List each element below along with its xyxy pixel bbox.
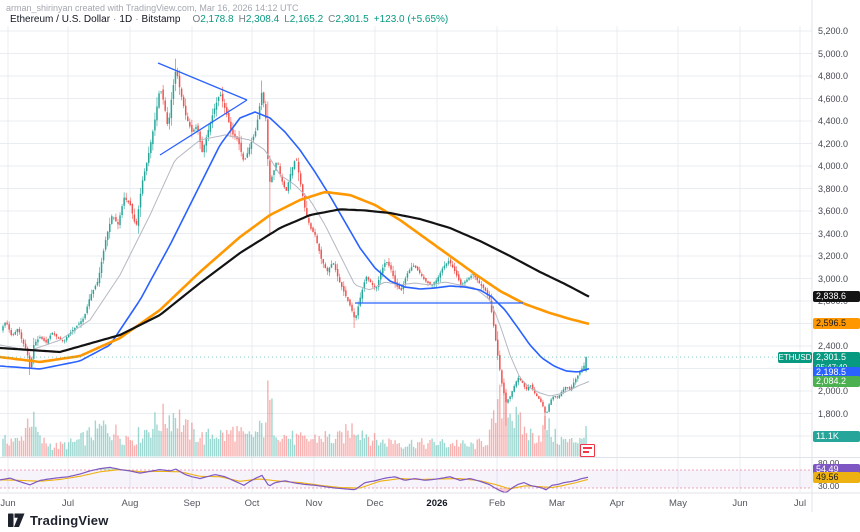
time-tick-label: 2026	[426, 498, 448, 509]
time-tick-label: Dec	[366, 498, 384, 509]
time-tick-label: Mar	[548, 498, 566, 509]
symbol-legend: Ethereum / U.S. Dollar · 1D · Bitstamp O2,178…	[10, 14, 448, 25]
time-tick-label: Oct	[244, 498, 260, 509]
time-tick-label: Jun	[732, 498, 748, 509]
price-tick-label: 4,000.0	[818, 161, 849, 171]
price-tick-label: 4,800.0	[818, 71, 849, 81]
tradingview-logo-text: TradingView	[30, 513, 109, 528]
rsi-scale-label-top: 80.00	[818, 458, 839, 468]
price-tick-label: 5,200.0	[818, 26, 849, 36]
ma100-price-label: 2,596.5	[813, 318, 860, 330]
price-tick-label: 3,000.0	[818, 273, 849, 284]
legend-separator: ·	[135, 14, 139, 25]
price-tick-label: 2,000.0	[818, 386, 849, 396]
time-tick-label: Apr	[609, 498, 625, 509]
price-tick-label: 4,600.0	[818, 93, 849, 104]
price-tick-label: 3,800.0	[818, 183, 849, 194]
price-tick-label: 4,200.0	[818, 138, 849, 149]
attribution-text: arman_shirinyan created with TradingView…	[6, 3, 299, 13]
time-tick-label: Jul	[793, 498, 807, 509]
low-label: L	[284, 14, 290, 25]
rsi-scale-label-bottom: 30.00	[818, 481, 840, 491]
chart-sticker-icon[interactable]	[580, 444, 595, 457]
time-tick-label: May	[669, 498, 687, 509]
close-label: C	[328, 14, 336, 25]
symbol-tag-label: ETHUSD	[778, 351, 812, 363]
rsi-value-label: 54.49	[813, 463, 860, 475]
time-tick-label: Nov	[305, 498, 323, 509]
open-label: O	[192, 14, 201, 25]
close-value: 2,301.5	[335, 14, 369, 25]
time-tick-label: Jun	[0, 498, 16, 509]
price-tick-label: 3,400.0	[818, 228, 849, 239]
price-tick-label: 2,400.0	[818, 341, 849, 351]
rsi-ma-value-label: 49.56	[813, 471, 860, 483]
ma200-price-label: 2,838.6	[813, 291, 860, 303]
time-tick-label: Aug	[121, 498, 139, 509]
price-tick-label: 3,200.0	[818, 251, 849, 261]
timeframe-label[interactable]: 1D	[119, 14, 133, 25]
price-tick-label: 4,400.0	[818, 116, 849, 126]
time-tick-label: Feb	[488, 498, 506, 509]
low-value: 2,165.2	[289, 14, 324, 25]
price-tick-label: 1,800.0	[818, 408, 849, 419]
symbol-title[interactable]: Ethereum / U.S. Dollar	[10, 14, 111, 25]
ohlc-values: O2,178.8 H2,308.4 L2,165.2 C2,301.5	[187, 14, 368, 25]
price-change: +123.0 (+5.65%)	[373, 14, 449, 25]
high-label: H	[238, 14, 246, 25]
exchange-label[interactable]: Bitstamp	[141, 14, 181, 25]
ma21-price-label: 2,084.2	[813, 376, 860, 388]
ma50-price-label: 2,198.5	[813, 367, 860, 378]
high-value: 2,308.4	[245, 14, 280, 25]
volume-value-label: 11.1K	[813, 430, 860, 442]
price-tick-label: 3,600.0	[818, 206, 849, 216]
open-value: 2,178.8	[200, 14, 234, 25]
legend-separator: ·	[113, 14, 117, 25]
tradingview-logo-icon	[8, 513, 25, 527]
tradingview-logo[interactable]: TradingView	[8, 513, 109, 528]
price-tick-label: 5,000.0	[818, 48, 849, 59]
time-tick-label: Jul	[61, 498, 75, 509]
time-tick-label: Sep	[183, 498, 201, 509]
